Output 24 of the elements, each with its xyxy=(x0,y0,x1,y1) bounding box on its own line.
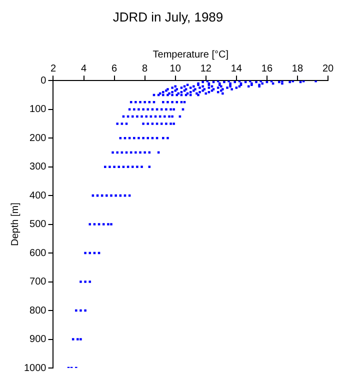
x-tick-label: 10 xyxy=(170,63,182,74)
x-tick-label: 4 xyxy=(80,63,87,74)
y-tick-label: 500 xyxy=(30,219,47,230)
y-tick-label: 800 xyxy=(30,305,47,316)
y-tick-label: 100 xyxy=(30,104,47,116)
y-tick-label: 600 xyxy=(30,248,47,259)
x-tick-label: 12 xyxy=(200,63,212,74)
y-tick-label: 700 xyxy=(30,276,47,288)
y-tick-label: 0 xyxy=(40,75,47,86)
x-tick-label: 6 xyxy=(112,63,118,74)
chart-title: JDRD in July, 1989 xyxy=(112,9,224,24)
x-tick-label: 16 xyxy=(261,63,273,74)
x-tick-label: 18 xyxy=(292,63,304,74)
y-tick-label: 1000 xyxy=(24,362,47,374)
y-axis-title: Depth [m] xyxy=(10,202,21,246)
y-tick-label: 900 xyxy=(30,334,47,346)
y-tick-label: 300 xyxy=(30,162,47,173)
x-tick-label: 8 xyxy=(142,63,148,74)
x-axis-title: Temperature [°C] xyxy=(152,49,229,60)
y-tick-label: 400 xyxy=(30,190,47,202)
y-tick-label: 200 xyxy=(30,132,47,144)
x-tick-label: 14 xyxy=(230,63,242,74)
x-tick-label: 2 xyxy=(50,63,56,74)
x-tick-label: 20 xyxy=(322,63,334,74)
